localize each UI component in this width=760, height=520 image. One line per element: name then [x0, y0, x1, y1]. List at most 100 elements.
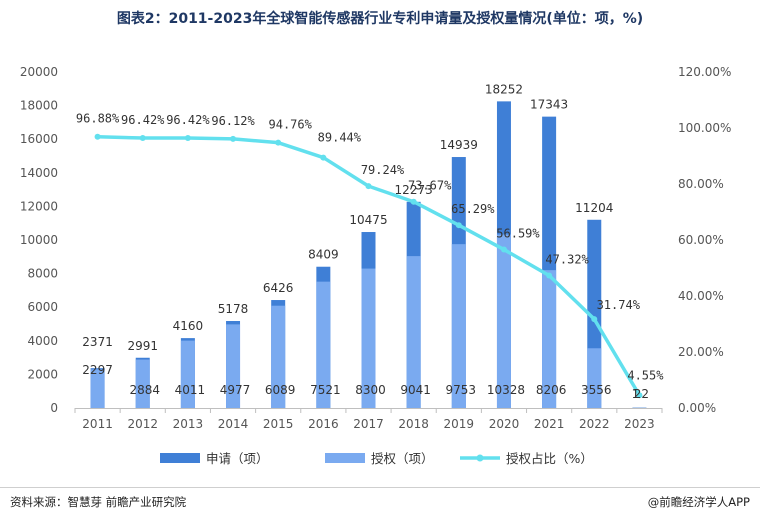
x-tick-label: 2014 — [218, 417, 249, 431]
bar-grants — [271, 305, 286, 408]
x-tick-label: 2015 — [263, 417, 294, 431]
y-left-tick-label: 20000 — [20, 65, 58, 79]
x-tick-label: 2011 — [82, 417, 113, 431]
ratio-point — [410, 198, 417, 205]
bar-grants — [451, 244, 466, 408]
x-tick-label: 2020 — [489, 417, 520, 431]
ratio-point — [636, 392, 643, 399]
y-right-tick-label: 20.00% — [678, 345, 724, 359]
ratio-point — [591, 316, 598, 323]
bars-group — [90, 101, 647, 409]
ratio-point-label: 47.32% — [545, 253, 589, 267]
bar-label-grants: 7521 — [310, 383, 341, 397]
ratio-point-label: 79.24% — [361, 163, 405, 177]
y-axis-left: 0 2000 4000 6000 8000 10000 12000 14000 16000 180… — [20, 65, 58, 415]
ratio-point — [94, 133, 101, 140]
bar-label-applications: 17343 — [530, 98, 568, 112]
ratio-point — [500, 246, 507, 253]
ratio-point-label: 96.42% — [121, 113, 165, 127]
bar-label-grants: 2884 — [129, 383, 160, 397]
y-right-tick-label: 120.00% — [678, 65, 731, 79]
ratio-point-label: 4.55% — [627, 368, 664, 382]
x-tick-label: 2021 — [534, 417, 565, 431]
x-tick-label: 2013 — [173, 417, 204, 431]
bar-label-grants: 2297 — [82, 363, 113, 377]
bar-label-grants: 10328 — [487, 383, 525, 397]
y-left-tick-label: 10000 — [20, 233, 58, 247]
x-tick-label: 2016 — [308, 417, 339, 431]
y-left-tick-label: 14000 — [20, 166, 58, 180]
source-note: 资料来源：智慧芽 前瞻产业研究院 — [10, 495, 187, 509]
bar-label-applications: 18252 — [485, 82, 523, 96]
bar-label-grants: 4011 — [175, 383, 206, 397]
bar-grants — [226, 324, 241, 408]
x-axis: 2011 2012 2013 2014 2015 2016 2017 2018 2019 2020… — [74, 408, 663, 431]
bar-label-grants: 4977 — [220, 383, 251, 397]
ratio-point-label: 96.12% — [211, 114, 255, 128]
y-right-tick-label: 80.00% — [678, 177, 724, 191]
bar-label-grants: 3556 — [581, 383, 612, 397]
bar-label-applications: 2991 — [127, 339, 158, 353]
x-tick-label: 2022 — [579, 417, 610, 431]
y-right-tick-label: 40.00% — [678, 289, 724, 303]
y-left-tick-label: 16000 — [20, 132, 58, 146]
legend-item-ratio-marker — [476, 454, 484, 462]
bar-grants — [135, 359, 150, 408]
ratio-point — [546, 272, 553, 279]
y-left-tick-label: 0 — [50, 401, 58, 415]
bar-label-applications: 22 — [634, 387, 649, 401]
bar-label-grants: 8300 — [355, 383, 386, 397]
bar-label-applications: 4160 — [173, 319, 204, 333]
bar-grants — [406, 256, 421, 408]
bar-grants — [180, 340, 195, 408]
x-tick-label: 2012 — [127, 417, 158, 431]
y-axis-right: 0.00% 20.00% 40.00% 60.00% 80.00% 100.00% 120.… — [678, 65, 731, 415]
ratio-point-label: 96.88% — [76, 112, 120, 126]
legend-item-grants-swatch — [325, 453, 365, 463]
bar-label-applications: 12273 — [395, 183, 433, 197]
bar-label-applications: 11204 — [575, 201, 613, 215]
y-left-tick-label: 4000 — [27, 334, 58, 348]
bar-label-applications: 5178 — [218, 302, 249, 316]
ratio-point-label: 73.67% — [408, 179, 452, 193]
ratio-point-label: 94.76% — [269, 118, 313, 132]
bar-label-grants: 1 — [632, 387, 640, 401]
legend-item-ratio-label: 授权占比（%） — [506, 451, 593, 466]
legend-item-grants-label: 授权（项） — [371, 451, 434, 466]
y-left-tick-label: 2000 — [27, 367, 58, 381]
bar-label-applications: 10475 — [349, 213, 387, 227]
bar-grants — [361, 268, 376, 408]
x-tick-label: 2018 — [398, 417, 429, 431]
bar-grants — [587, 348, 602, 408]
x-tick-label: 2017 — [353, 417, 384, 431]
y-left-tick-label: 18000 — [20, 99, 58, 113]
legend-item-applications-label: 申请（项） — [206, 451, 269, 466]
y-right-tick-label: 100.00% — [678, 121, 731, 135]
bar-label-grants: 9753 — [446, 383, 477, 397]
ratio-point — [184, 135, 191, 142]
ratio-point-label: 89.44% — [318, 131, 362, 145]
brand-note: @前瞻经济学人APP — [647, 495, 750, 509]
bar-label-applications: 14939 — [440, 138, 478, 152]
bar-label-grants: 9041 — [400, 383, 431, 397]
legend-item-applications-swatch — [160, 453, 200, 463]
ratio-point — [455, 222, 462, 229]
bar-grants — [496, 234, 511, 408]
ratio-point — [275, 139, 282, 146]
bar-grants — [542, 270, 557, 408]
chart-area: 0200040006000800010000120001400016000180… — [20, 65, 732, 466]
y-right-tick-label: 0.00% — [678, 401, 716, 415]
bar-label-grants: 8206 — [536, 383, 567, 397]
y-left-tick-label: 12000 — [20, 199, 58, 213]
bar-label-grants: 6089 — [265, 383, 296, 397]
bar-grants — [316, 281, 331, 408]
ratio-point-label: 31.74% — [597, 298, 641, 312]
bar-label-applications: 6426 — [263, 281, 294, 295]
chart-title: 图表2：2011-2023年全球智能传感器行业专利申请量及授权量情况(单位：项，… — [116, 11, 644, 27]
x-tick-label: 2019 — [444, 417, 475, 431]
data-labels-group: 2371 2991 4160 5178 6426 8409 10475 12273 14939 1… — [76, 82, 664, 401]
ratio-point-label: 56.59% — [496, 227, 540, 241]
ratio-point — [365, 183, 372, 190]
ratio-point — [320, 154, 327, 161]
ratio-point-label: 96.42% — [166, 113, 210, 127]
